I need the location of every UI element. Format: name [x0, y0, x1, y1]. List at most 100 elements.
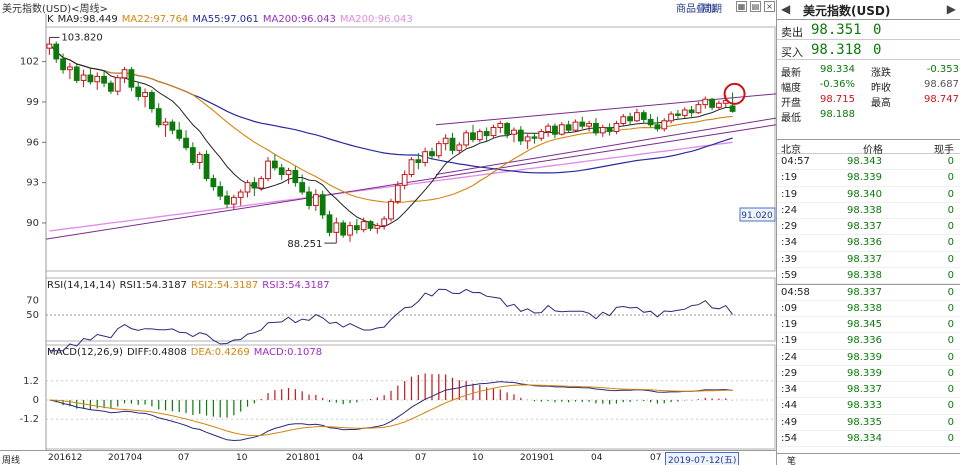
period-button[interactable]: 周期 — [702, 4, 722, 15]
candle-body — [483, 131, 490, 137]
tick-row: :39 98.337 0 — [777, 252, 960, 269]
candle-body — [647, 118, 654, 126]
close-icon[interactable]: × — [764, 1, 775, 12]
candle-body — [53, 43, 60, 60]
stat-value: 98.188 — [820, 109, 855, 120]
x-tick-label: 07 — [650, 453, 662, 463]
candle-body — [340, 222, 347, 236]
tick-vol: 0 — [947, 204, 954, 216]
tick-time: :29 — [781, 367, 798, 379]
candle-body — [449, 137, 456, 151]
tick-row: :29 98.337 0 — [777, 219, 960, 236]
layout-split-icon[interactable]: ▤ — [750, 1, 761, 12]
candle-body — [579, 121, 586, 127]
candle-body — [640, 112, 647, 120]
tick-time: :54 — [781, 433, 798, 445]
quote-panel: ◀ 美元指数(USD) ▶ 卖出 98.351 0 买入 98.318 0 最新… — [776, 0, 960, 465]
candle-body — [538, 131, 545, 139]
tick-vol: 0 — [947, 400, 954, 412]
tick-time: 04:58 — [781, 287, 810, 299]
x-tick-label: 10 — [236, 453, 248, 463]
candle-body — [558, 124, 565, 135]
candle-body — [668, 113, 674, 122]
candle-body — [278, 167, 285, 176]
rsi-legend-item: RSI2:54.3187 — [190, 280, 259, 291]
tick-time: :34 — [781, 384, 798, 396]
candle-body — [654, 124, 661, 130]
candle-body — [292, 170, 299, 184]
candle-body — [176, 129, 183, 139]
chart-title: 美元指数(USD)<周线> — [2, 4, 108, 15]
macd-tick-label: -1.2 — [19, 414, 39, 425]
tick-price: 98.334 — [847, 433, 882, 445]
tick-time: :59 — [781, 270, 798, 282]
candle-body — [634, 112, 640, 122]
candle-body — [312, 194, 319, 206]
candle-body — [203, 153, 210, 180]
rsi-legend-item: RSI3:54.3187 — [262, 280, 330, 291]
candle-body — [470, 132, 476, 141]
tick-price: 98.337 — [847, 287, 882, 299]
chart-svg: 90 93 96 99 102 103.820 88.251 91.020 50 70 -1.2 0 1… — [19, 14, 776, 450]
stat-label: 最新 — [781, 68, 801, 79]
candle-body — [586, 122, 593, 127]
macd-diff-line — [49, 381, 733, 442]
main-legend-item: MA200:96.043 — [262, 14, 336, 25]
candle-body — [251, 182, 258, 189]
candle-body — [620, 116, 627, 124]
tick-row: :44 98.333 0 — [777, 398, 960, 415]
main-legend-item: MA9:98.449 — [57, 14, 118, 25]
time-axis: 周线 201612 201704 07 10 201801 04 07 10 201901 04 07 — [0, 450, 776, 465]
tick-time: :19 — [781, 318, 798, 330]
tick-price: 98.343 — [847, 156, 882, 167]
panel-title: 美元指数(USD) — [803, 4, 891, 18]
macd-legend-item: DEA:0.4269 — [190, 347, 250, 358]
candle-body — [114, 77, 121, 92]
y-tick-label: 99 — [26, 97, 39, 108]
macd-dea-line — [49, 384, 733, 437]
trend-line-upper — [435, 93, 776, 126]
candle-body — [87, 74, 94, 83]
tick-price: 98.337 — [847, 384, 882, 396]
main-legend: K MA9:98.449 MA22:97.764 MA55:97.061 MA200:9… — [47, 14, 417, 25]
candle-body — [599, 126, 606, 134]
y-tick-label: 102 — [20, 57, 39, 68]
candle-body — [367, 221, 374, 229]
high-label: 103.820 — [61, 32, 102, 43]
macd-tick-label: 1.2 — [23, 376, 39, 387]
candle-body — [702, 98, 709, 106]
rsi-line — [49, 288, 733, 352]
tick-vol: 0 — [947, 287, 954, 299]
macd-legend-item: DIFF:0.4808 — [126, 347, 187, 358]
panel-footer: 笔 — [777, 453, 960, 465]
overlay-button[interactable]: 商品叠加 — [676, 4, 716, 15]
macd-legend: MACD(12,26,9) DIFF:0.4808 DEA:0.4269 MACD:0… — [47, 347, 326, 358]
candle-body — [476, 131, 483, 141]
tick-price: 98.345 — [847, 318, 882, 330]
tick-price: 98.337 — [847, 253, 882, 265]
tick-price: 98.335 — [847, 416, 882, 428]
next-arrow-icon[interactable]: ▶ — [946, 2, 956, 16]
tick-row: :49 98.335 0 — [777, 415, 960, 432]
tick-price: 98.339 — [847, 172, 882, 184]
candle-body — [613, 122, 620, 133]
prev-arrow-icon[interactable]: ◀ — [781, 2, 791, 16]
tick-price: 98.338 — [847, 302, 882, 314]
main-legend-item: MA55:97.061 — [192, 14, 259, 25]
layout-grid-icon[interactable]: ▦ — [736, 1, 747, 12]
x-tick-label: 201801 — [286, 453, 321, 463]
candle-body — [688, 109, 695, 114]
candle-body — [552, 125, 558, 135]
tick-vol: 0 — [947, 384, 954, 396]
candle-body — [121, 69, 128, 79]
price-box — [739, 207, 776, 222]
tick-row: 04:57 98.343 0 — [777, 154, 960, 171]
candle-body — [155, 108, 162, 126]
chart-toolbar: 美元指数(USD)<周线> 商品叠加 周期 ▦ ▤ × — [0, 0, 776, 15]
ticks-list[interactable]: 04:57 98.343 0:19 98.339 0:19 98.340 0:24 98.33… — [777, 154, 960, 448]
candle-body — [681, 109, 688, 116]
candle-body — [183, 137, 189, 149]
candle-body — [230, 196, 237, 205]
candle-body — [422, 151, 429, 163]
tick-price: 98.333 — [847, 400, 882, 412]
